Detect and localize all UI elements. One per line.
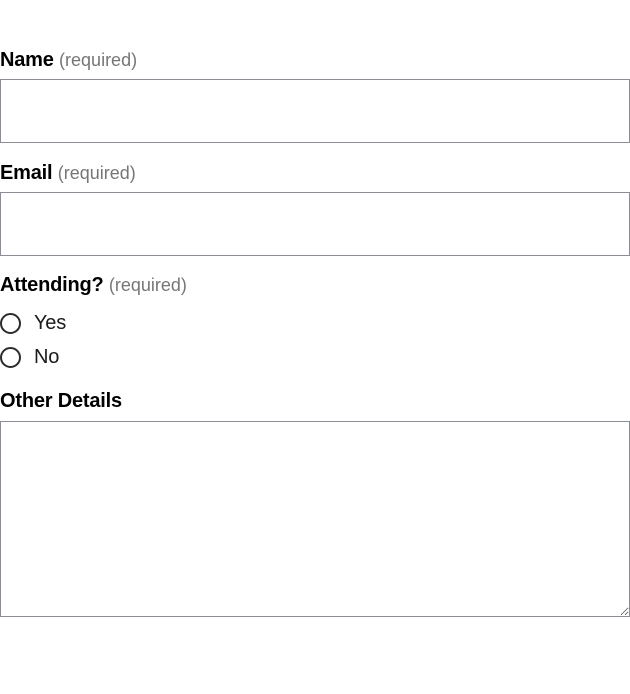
- attending-label-text: Attending?: [0, 274, 104, 296]
- spacer: [0, 256, 630, 273]
- top-spacer: [0, 0, 630, 48]
- spacer: [0, 143, 630, 161]
- name-required-note: (required): [59, 50, 138, 70]
- spacer: [0, 72, 630, 79]
- spacer: [0, 297, 630, 306]
- field-email: Email (required): [0, 161, 630, 256]
- other-details-label: Other Details: [0, 389, 630, 413]
- radio-circle-icon[interactable]: [0, 346, 21, 368]
- radio-label-yes: Yes: [34, 312, 67, 334]
- email-label-text: Email: [0, 162, 53, 184]
- spacer: [0, 374, 630, 389]
- other-details-textarea[interactable]: [0, 421, 630, 617]
- field-attending: Attending? (required) Yes No: [0, 273, 630, 374]
- name-label-text: Name: [0, 49, 54, 71]
- attending-label: Attending? (required): [0, 273, 630, 297]
- attending-required-note: (required): [108, 275, 187, 295]
- field-name: Name (required): [0, 48, 630, 143]
- radio-label-no: No: [34, 346, 60, 368]
- spacer: [0, 413, 630, 421]
- email-required-note: (required): [57, 163, 136, 183]
- radio-option-yes[interactable]: Yes: [0, 306, 630, 340]
- radio-circle-icon[interactable]: [0, 312, 21, 334]
- name-label: Name (required): [0, 48, 630, 72]
- email-input[interactable]: [0, 192, 630, 256]
- spacer: [0, 185, 630, 192]
- field-other-details: Other Details: [0, 389, 630, 617]
- email-label: Email (required): [0, 161, 630, 185]
- radio-option-no[interactable]: No: [0, 340, 630, 374]
- rsvp-form: Name (required) Email (required) Attendi…: [0, 0, 630, 617]
- other-details-label-text: Other Details: [0, 390, 122, 412]
- name-input[interactable]: [0, 79, 630, 143]
